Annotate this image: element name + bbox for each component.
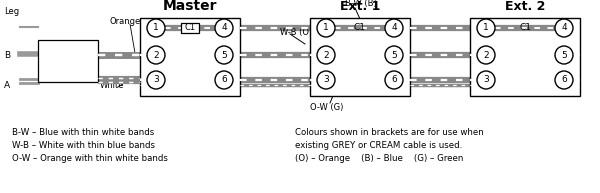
Circle shape	[147, 71, 165, 89]
Text: 4: 4	[221, 24, 227, 32]
Text: W-B (O): W-B (O)	[280, 27, 312, 36]
Text: Orange: Orange	[110, 18, 141, 26]
Text: Master: Master	[163, 0, 217, 13]
Text: 3: 3	[483, 75, 489, 85]
Text: 5: 5	[221, 51, 227, 59]
Bar	[140, 18, 240, 96]
Text: Colours shown in brackets are for use when: Colours shown in brackets are for use wh…	[295, 128, 484, 137]
Text: (O) – Orange    (B) – Blue    (G) – Green: (O) – Orange (B) – Blue (G) – Green	[295, 154, 463, 163]
Circle shape	[477, 19, 495, 37]
Text: C1: C1	[354, 24, 366, 32]
Bar	[181, 23, 199, 33]
Circle shape	[147, 19, 165, 37]
Circle shape	[385, 71, 403, 89]
Circle shape	[385, 19, 403, 37]
Circle shape	[215, 71, 233, 89]
Bar	[38, 40, 98, 82]
Circle shape	[215, 46, 233, 64]
Text: 3: 3	[323, 75, 329, 85]
Text: 4: 4	[561, 24, 567, 32]
Text: 1: 1	[153, 24, 159, 32]
Text: 6: 6	[391, 75, 397, 85]
Circle shape	[477, 46, 495, 64]
Text: B-W – Blue with thin white bands: B-W – Blue with thin white bands	[12, 128, 154, 137]
Circle shape	[317, 46, 335, 64]
Text: White: White	[100, 80, 125, 90]
Text: 4: 4	[391, 24, 397, 32]
Text: Leg: Leg	[4, 8, 19, 16]
Text: B-W (B): B-W (B)	[345, 0, 377, 8]
Text: C1: C1	[519, 24, 531, 32]
Text: 5: 5	[391, 51, 397, 59]
Circle shape	[317, 71, 335, 89]
Text: 6: 6	[221, 75, 227, 85]
Text: Ext. 2: Ext. 2	[505, 0, 545, 13]
Text: 3: 3	[153, 75, 159, 85]
Bar	[310, 18, 410, 96]
Text: BT
Cable: BT Cable	[52, 50, 85, 72]
Text: existing GREY or CREAM cable is used.: existing GREY or CREAM cable is used.	[295, 141, 462, 150]
Text: W-B – White with thin blue bands: W-B – White with thin blue bands	[12, 141, 155, 150]
Circle shape	[477, 71, 495, 89]
Text: C1: C1	[184, 24, 196, 32]
Text: O-W (G): O-W (G)	[310, 103, 343, 112]
Circle shape	[555, 19, 573, 37]
Circle shape	[147, 46, 165, 64]
Text: 1: 1	[483, 24, 489, 32]
Text: 5: 5	[561, 51, 567, 59]
Circle shape	[555, 71, 573, 89]
Text: Ext. 1: Ext. 1	[340, 0, 380, 13]
Circle shape	[317, 19, 335, 37]
Circle shape	[215, 19, 233, 37]
Text: B: B	[4, 51, 10, 59]
Text: O-W – Orange with thin white bands: O-W – Orange with thin white bands	[12, 154, 168, 163]
Text: 1: 1	[323, 24, 329, 32]
Text: 2: 2	[323, 51, 329, 59]
Text: 6: 6	[561, 75, 567, 85]
Bar	[470, 18, 580, 96]
Circle shape	[385, 46, 403, 64]
Circle shape	[555, 46, 573, 64]
Text: A: A	[4, 80, 10, 90]
Text: 2: 2	[153, 51, 159, 59]
Text: 2: 2	[483, 51, 489, 59]
